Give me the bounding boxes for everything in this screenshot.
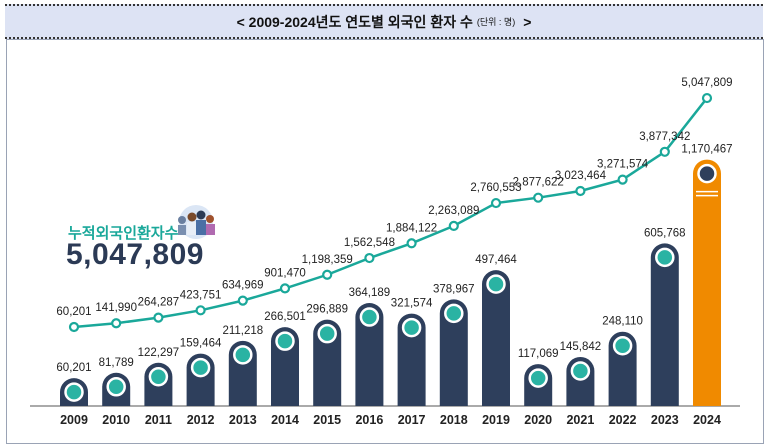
bar-2023 — [650, 243, 679, 406]
year-label-2012: 2012 — [187, 413, 215, 427]
bar-2018 — [439, 299, 468, 406]
line-label-2014: 901,470 — [264, 267, 306, 279]
unit-label: (단위 : 명) — [476, 17, 516, 27]
bar-dot-2011 — [148, 367, 169, 387]
bar-dot-2009 — [64, 382, 84, 402]
bar-label-2015: 296,889 — [306, 304, 348, 316]
cumulative-label: 누적외국인환자수 — [68, 225, 179, 242]
bar-label-2019: 497,464 — [475, 254, 517, 266]
line-point-2011 — [153, 312, 164, 323]
line-label-2013: 634,969 — [222, 280, 264, 292]
line-point-2017 — [406, 238, 417, 249]
bar-label-2009: 60,201 — [56, 362, 91, 374]
year-label-2021: 2021 — [566, 413, 594, 427]
line-label-2021: 3,023,464 — [555, 170, 607, 182]
line-label-2015: 1,198,359 — [302, 254, 353, 266]
bar-label-2024: 1,170,467 — [681, 144, 732, 156]
bar-dot-2010 — [106, 377, 126, 397]
chart-frame — [6, 39, 764, 444]
bar-2015 — [313, 319, 342, 406]
year-label-2017: 2017 — [398, 413, 426, 427]
year-label-2018: 2018 — [440, 413, 468, 427]
year-label-2016: 2016 — [355, 413, 383, 427]
bar-2017 — [397, 313, 426, 406]
line-point-2009 — [68, 321, 80, 333]
bar-label-2011: 122,297 — [138, 347, 180, 359]
bar-dot-2021 — [570, 361, 591, 381]
bar-dot-2022 — [612, 335, 633, 356]
line-label-2009: 60,201 — [56, 306, 91, 318]
bar-dot-2016 — [359, 307, 380, 327]
year-label-2013: 2013 — [229, 413, 257, 427]
year-label-2014: 2014 — [271, 413, 299, 427]
bar-label-2018: 378,967 — [433, 283, 475, 295]
bar-dot-2023 — [655, 247, 675, 268]
patients-illustration-icon — [178, 205, 215, 239]
bar-label-2017: 321,574 — [391, 298, 433, 310]
line-point-2012 — [195, 305, 206, 316]
bar-label-2014: 266,501 — [264, 311, 306, 323]
line-point-2013 — [237, 295, 248, 306]
bar-dot-2020 — [528, 368, 548, 388]
bar-dot-2017 — [401, 317, 422, 338]
bar-dot-2014 — [275, 331, 295, 351]
year-label-2019: 2019 — [482, 413, 510, 427]
chart-title-bar: < 2009-2024년도 연도별 외국인 환자 수 (단위 : 명) > — [5, 4, 763, 39]
year-label-2022: 2022 — [609, 413, 637, 427]
line-label-2020: 2,877,622 — [513, 177, 564, 189]
bar-label-2022: 248,110 — [602, 316, 643, 328]
bar-label-2016: 364,189 — [349, 287, 391, 299]
year-label-2020: 2020 — [524, 413, 552, 427]
bar-label-2020: 117,069 — [518, 348, 559, 360]
line-point-2023 — [659, 146, 670, 157]
bar-dot-2018 — [444, 303, 464, 324]
line-label-2017: 1,884,122 — [386, 222, 437, 234]
line-label-2024: 5,047,809 — [681, 77, 732, 89]
line-point-2020 — [533, 192, 544, 203]
bar-2016 — [355, 303, 384, 406]
year-label-2011: 2011 — [145, 413, 172, 427]
year-label-2024: 2024 — [693, 413, 721, 427]
bar-dot-2012 — [190, 357, 211, 378]
year-label-2015: 2015 — [313, 413, 341, 427]
line-point-2019 — [490, 197, 502, 209]
line-label-2016: 1,562,548 — [344, 237, 395, 249]
line-label-2018: 2,263,089 — [428, 205, 479, 217]
bar-dot-2013 — [233, 345, 253, 365]
bar-dot-2019 — [486, 274, 506, 294]
title-close-bracket: > — [523, 13, 532, 30]
line-label-2011: 264,287 — [138, 297, 180, 309]
chart-title: < 2009-2024년도 연도별 외국인 환자 수 — [236, 13, 473, 30]
line-label-2022: 3,271,574 — [597, 159, 649, 171]
line-label-2023: 3,877,342 — [639, 131, 690, 143]
bar-2024 — [693, 159, 721, 406]
bar-label-2023: 605,768 — [644, 227, 686, 239]
year-label-2009: 2009 — [60, 413, 88, 427]
cumulative-line — [73, 97, 708, 329]
line-point-2016 — [364, 252, 375, 264]
line-label-2010: 141,990 — [95, 302, 137, 314]
cumulative-value: 5,047,809 — [66, 238, 204, 271]
line-point-2014 — [279, 283, 291, 294]
year-label-2010: 2010 — [102, 413, 130, 427]
bar-dot-2024 — [697, 163, 717, 184]
line-point-2021 — [575, 185, 586, 197]
line-point-2022 — [617, 174, 628, 185]
line-label-2019: 2,760,553 — [470, 182, 521, 194]
line-point-2024 — [701, 92, 713, 104]
line-point-2015 — [322, 269, 333, 280]
line-label-2012: 423,751 — [180, 289, 222, 301]
bar-label-2010: 81,789 — [99, 357, 134, 369]
bar-label-2012: 159,464 — [180, 338, 222, 350]
line-point-2018 — [448, 220, 459, 231]
bar-dot-2015 — [317, 323, 337, 344]
year-label-2023: 2023 — [651, 413, 679, 427]
bar-label-2013: 211,218 — [222, 325, 263, 337]
line-point-2010 — [111, 318, 122, 329]
bar-2019 — [482, 270, 510, 406]
bar-label-2021: 145,842 — [560, 341, 602, 353]
